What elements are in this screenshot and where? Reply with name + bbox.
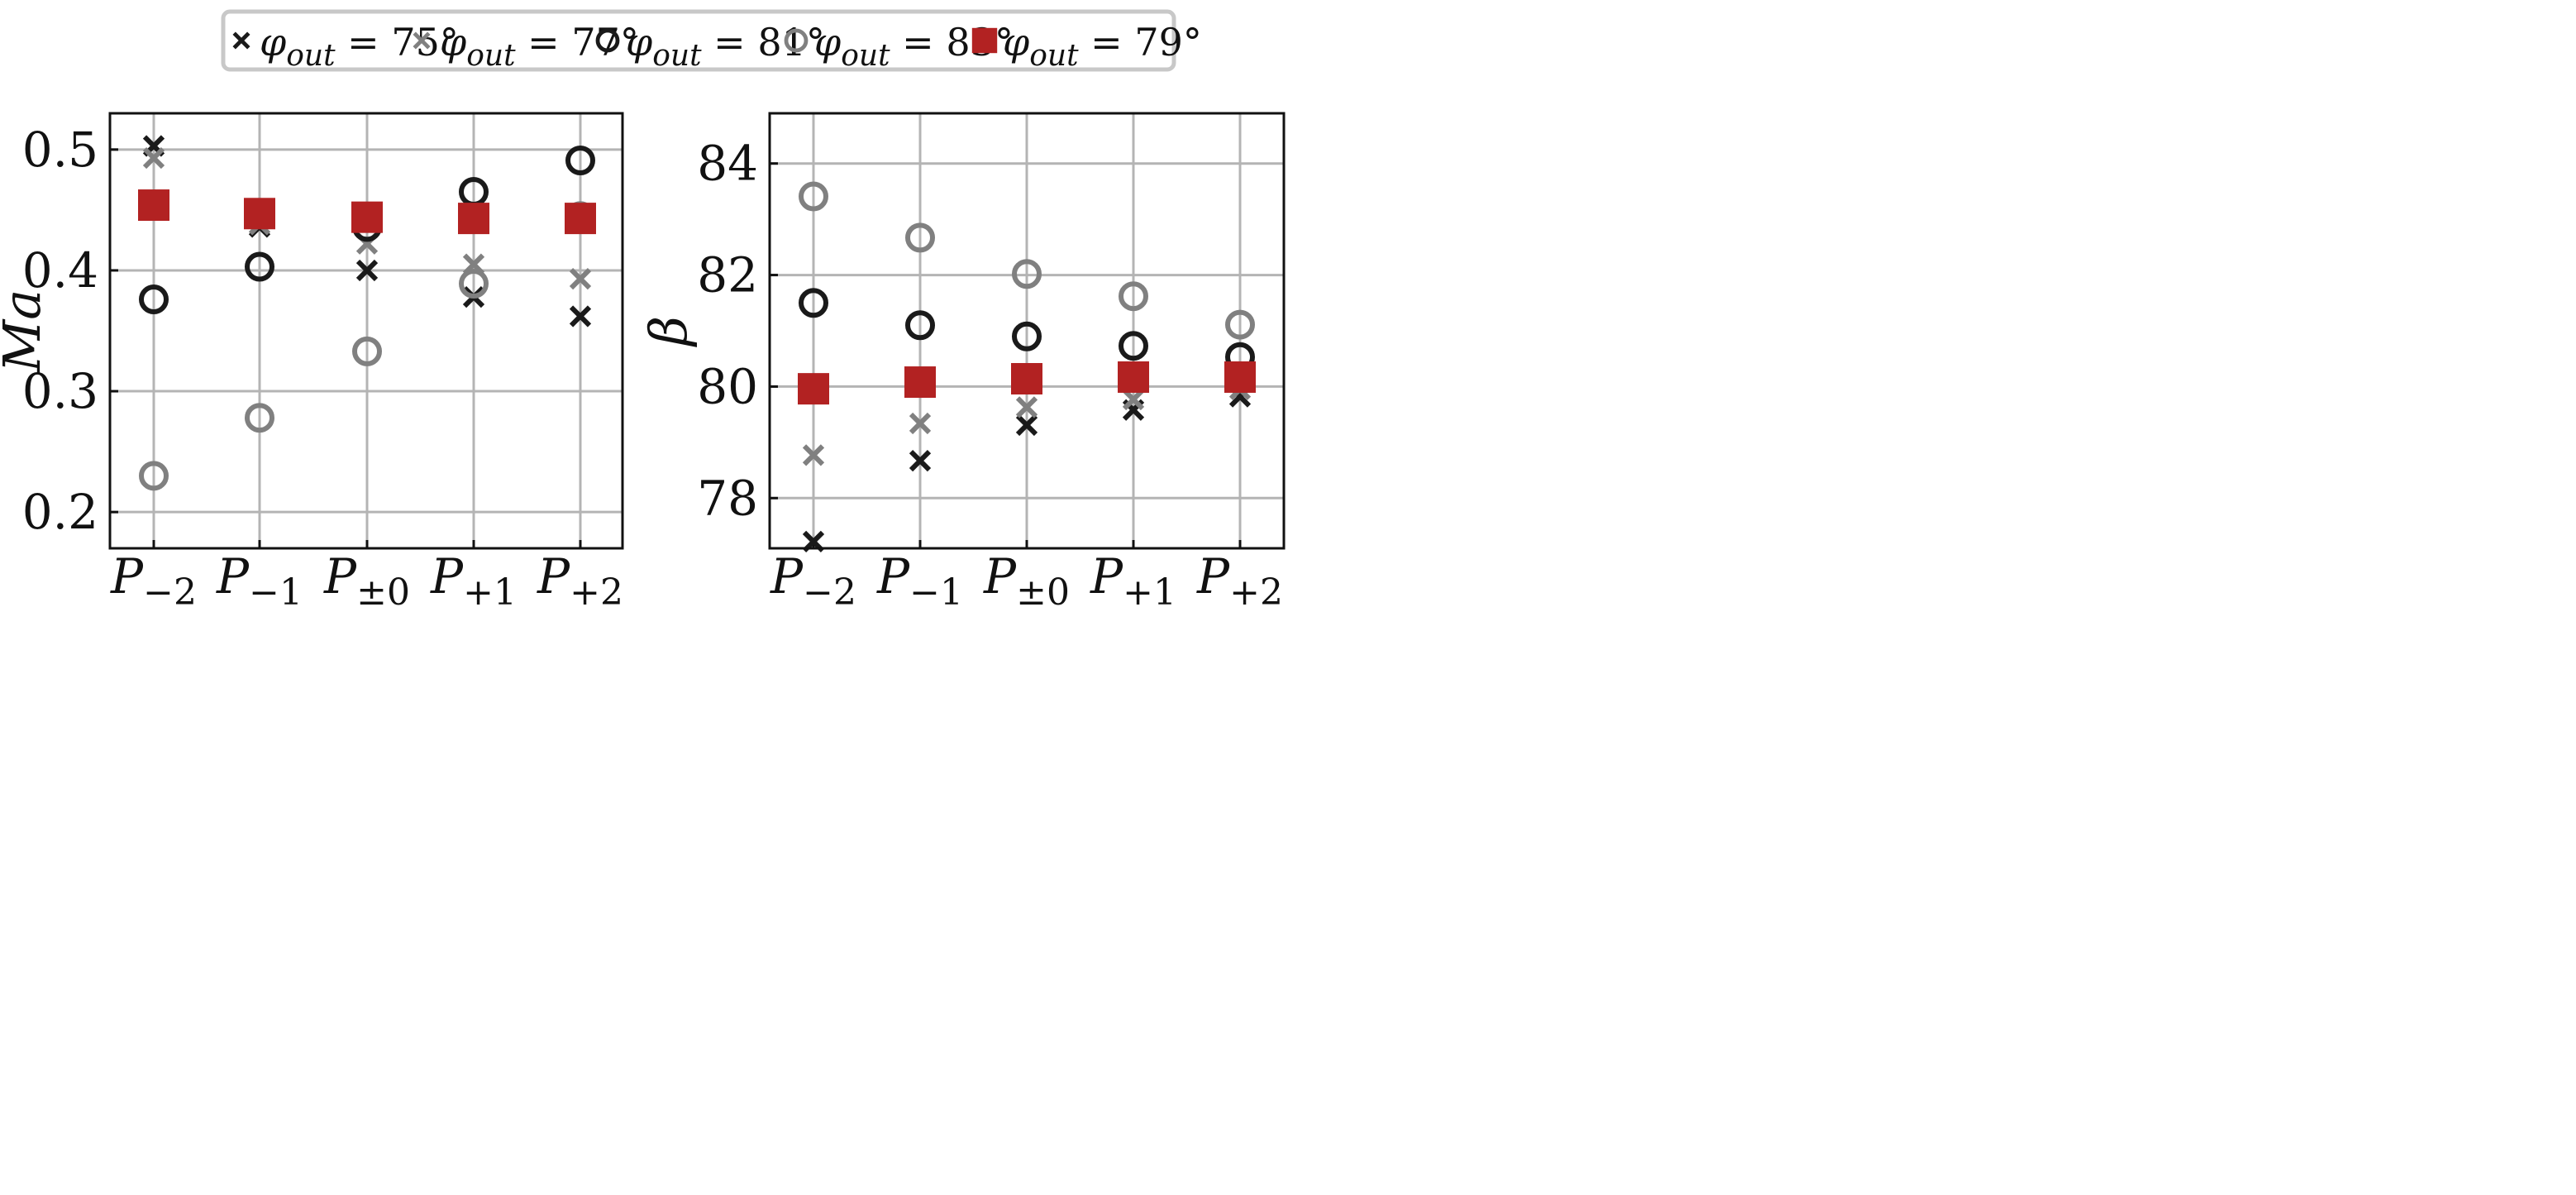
data-point	[139, 284, 169, 315]
data-point	[909, 412, 932, 435]
data-point	[905, 310, 935, 341]
data-point	[459, 269, 489, 299]
data-point	[245, 403, 274, 433]
x-tick-label: P+1	[430, 548, 517, 614]
data-point	[1224, 361, 1256, 393]
y-tick-label: 0.3	[22, 363, 98, 419]
data-point	[799, 288, 828, 318]
legend-marker	[413, 31, 431, 50]
data-point	[569, 268, 592, 290]
data-point	[139, 461, 169, 491]
y-tick-label: 84	[697, 136, 758, 192]
data-point	[1012, 321, 1042, 351]
data-point	[142, 146, 165, 170]
data-point	[1011, 362, 1042, 394]
y-tick-label: 0.4	[22, 242, 98, 299]
data-point	[904, 366, 936, 399]
y-tick-label: 78	[697, 470, 758, 526]
x-tick-label: P−2	[770, 548, 856, 614]
data-point	[1119, 331, 1148, 361]
y-axis-label-ma: Ma	[0, 289, 52, 373]
x-tick-label: P±0	[983, 548, 1070, 614]
mach-number-panel: 0.2 0.3 0.4 0.5 P−2 P−1 P±0 P+1 P+2 Ma	[0, 112, 624, 614]
data-point	[1122, 388, 1145, 411]
data-point	[352, 336, 382, 366]
data-point	[798, 373, 829, 405]
data-point	[355, 259, 379, 282]
data-point	[905, 222, 935, 253]
y-tick-label: 80	[697, 358, 758, 414]
y-tick-label: 0.2	[22, 484, 98, 540]
data-point	[244, 198, 275, 230]
legend-marker	[784, 28, 809, 53]
data-point	[565, 145, 595, 175]
x-tick-label: P−2	[110, 548, 197, 614]
x-tick-label: P−1	[216, 548, 303, 614]
legend-label: φout = 79°	[1003, 20, 1202, 73]
grid	[770, 113, 1284, 548]
x-tick-label: P+2	[1196, 548, 1283, 614]
axes-frame	[768, 112, 1286, 550]
data-point	[1119, 281, 1148, 312]
legend-label: φout = 75°	[260, 20, 459, 73]
y-axis-label-beta: β	[638, 316, 699, 347]
series-φ_out = 77°	[802, 378, 1252, 466]
data-point	[799, 181, 828, 212]
series-φ_out = 79°	[798, 361, 1256, 405]
series-φ_out = 79°	[138, 189, 596, 235]
x-tick-label: P+1	[1090, 548, 1176, 614]
series-φ_out = 83°	[799, 181, 1255, 340]
legend-marker	[232, 31, 250, 50]
data-point	[569, 305, 592, 327]
data-point	[1118, 361, 1149, 393]
data-point	[351, 201, 383, 233]
data-point	[1015, 413, 1038, 437]
legend-marker	[595, 28, 620, 53]
data-point	[138, 189, 169, 222]
data-point	[802, 444, 825, 466]
data-point	[245, 251, 274, 282]
legend-marker	[971, 27, 998, 54]
flow-angle-panel: 78 80 82 84 P−2 P−1 P±0 P+1 P+2 β	[638, 112, 1286, 614]
data-point	[1015, 396, 1038, 418]
legend-box	[221, 9, 1176, 72]
data-point	[1012, 259, 1042, 289]
data-point	[458, 203, 489, 235]
data-point	[565, 203, 596, 235]
legend-entry: φout = 79°	[971, 20, 1202, 73]
data-point	[1225, 309, 1255, 340]
x-tick-label: P+2	[537, 548, 623, 614]
y-tick-label: 82	[697, 247, 758, 304]
legend-entry: φout = 75°	[232, 20, 459, 73]
axes-frame	[108, 112, 624, 550]
x-tick-label: P±0	[323, 548, 410, 614]
y-tick-label: 0.5	[22, 122, 98, 178]
x-tick-label: P−1	[876, 548, 963, 614]
legend: φout = 75°φout = 77°φout = 81°φout = 83°…	[221, 9, 1202, 73]
data-point	[909, 450, 932, 472]
